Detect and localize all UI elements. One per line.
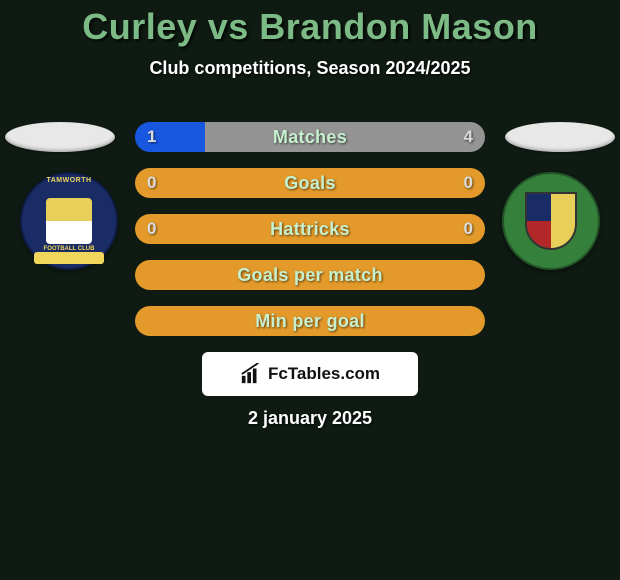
brand-badge: FcTables.com (202, 352, 418, 396)
stat-row-matches: 1 4 Matches (135, 122, 485, 152)
chart-icon (240, 363, 262, 385)
stat-bar-left (135, 122, 205, 152)
stat-label: Matches (273, 127, 347, 148)
stat-value-left: 1 (147, 127, 156, 147)
stat-row-goals_per_match: Goals per match (135, 260, 485, 290)
club-crest-right (502, 172, 600, 270)
snapshot-date: 2 january 2025 (0, 408, 620, 429)
stats-rows: 1 4 Matches 0 0 Goals 0 0 Hattricks Goals per mat… (135, 122, 485, 352)
stat-value-left: 0 (147, 173, 156, 193)
stat-value-right: 0 (464, 173, 473, 193)
stat-value-left: 0 (147, 219, 156, 239)
club-crest-left: TAMWORTH FOOTBALL CLUB (20, 172, 118, 270)
stat-row-goals: 0 0 Goals (135, 168, 485, 198)
stat-label: Hattricks (270, 219, 350, 240)
stat-label: Goals per match (237, 265, 383, 286)
stat-row-min_per_goal: Min per goal (135, 306, 485, 336)
player-right-marker (505, 122, 615, 152)
player-left-marker (5, 122, 115, 152)
comparison-card: Curley vs Brandon Mason Club competition… (0, 0, 620, 450)
subtitle: Club competitions, Season 2024/2025 (0, 58, 620, 79)
stat-row-hattricks: 0 0 Hattricks (135, 214, 485, 244)
stat-value-right: 0 (464, 219, 473, 239)
stat-label: Min per goal (255, 311, 365, 332)
stat-value-right: 4 (464, 127, 473, 147)
brand-text: FcTables.com (268, 364, 380, 384)
page-title: Curley vs Brandon Mason (0, 0, 620, 48)
stat-label: Goals (284, 173, 336, 194)
